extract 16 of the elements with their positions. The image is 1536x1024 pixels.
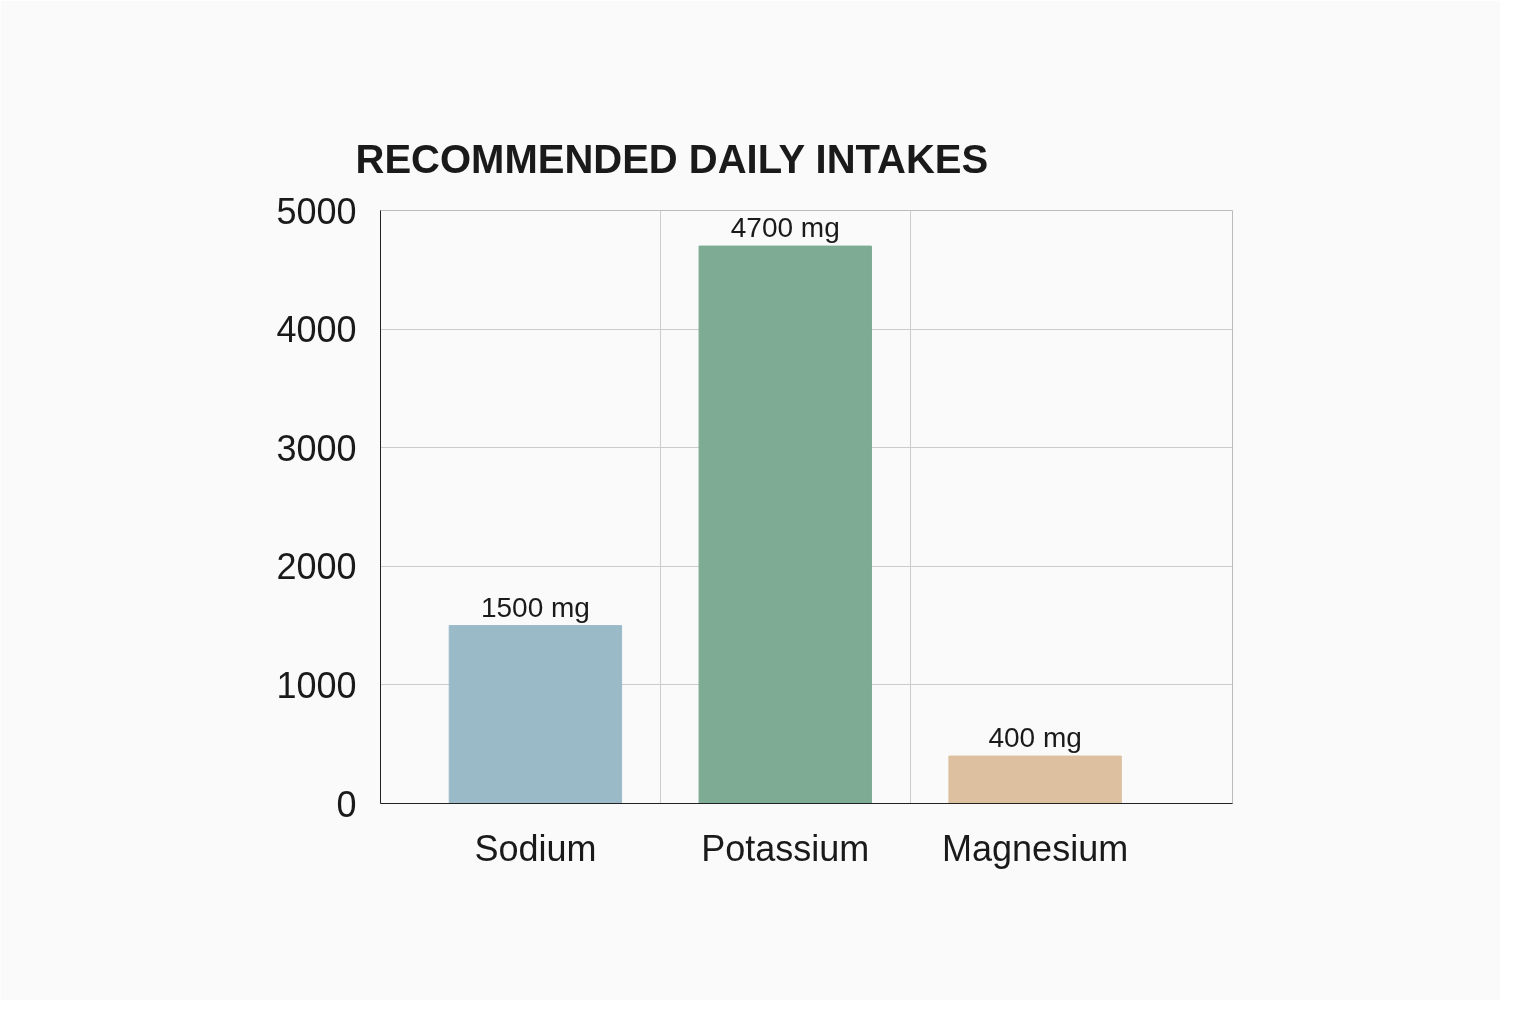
- x-tick-label: Sodium: [474, 827, 597, 869]
- x-tick-label: Potassium: [701, 827, 870, 869]
- y-tick-label: 2000: [276, 546, 357, 588]
- x-tick-label: Magnesium: [942, 827, 1129, 869]
- y-tick-label: 3000: [276, 427, 357, 469]
- y-tick-label: 5000: [276, 190, 357, 232]
- bar: [698, 245, 872, 804]
- y-tick-label: 1000: [276, 664, 357, 706]
- y-tick-label: 4000: [276, 309, 357, 351]
- y-tick-label: 0: [336, 783, 357, 825]
- bar: [448, 625, 623, 804]
- bar: [948, 755, 1122, 804]
- data-label: 4700 mg: [730, 212, 840, 244]
- data-label: 400 mg: [988, 722, 1082, 754]
- data-label: 1500 mg: [480, 591, 590, 623]
- chart-title: RECOMMENDED DAILY INTAKES: [355, 136, 989, 181]
